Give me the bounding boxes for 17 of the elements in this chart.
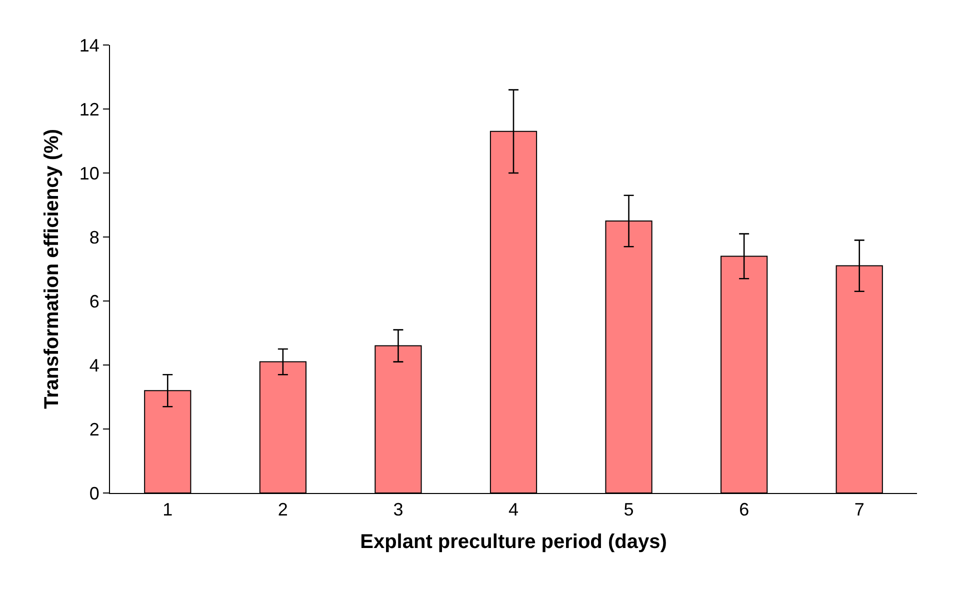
- y-tick-label: 14: [79, 35, 100, 56]
- y-tick-label: 2: [89, 419, 100, 440]
- y-axis-title: Transformation efficiency (%): [40, 128, 63, 410]
- y-tick-label: 10: [79, 163, 100, 184]
- x-tick-label: 4: [508, 500, 519, 520]
- x-tick-label: 7: [854, 500, 864, 520]
- x-tick-label: 2: [278, 500, 288, 520]
- x-tick-label: 5: [624, 500, 634, 520]
- y-tick-label: 8: [89, 227, 100, 248]
- y-tick-label: 0: [89, 483, 100, 504]
- y-tick-label: 12: [79, 99, 100, 120]
- x-tick-label: 3: [393, 500, 404, 520]
- x-axis-title: Explant preculture period (days): [360, 531, 667, 554]
- y-tick-label: 6: [89, 291, 100, 312]
- y-tick-label: 4: [89, 355, 100, 376]
- x-tick-label: 6: [739, 500, 750, 520]
- x-tick-label: 1: [162, 500, 173, 520]
